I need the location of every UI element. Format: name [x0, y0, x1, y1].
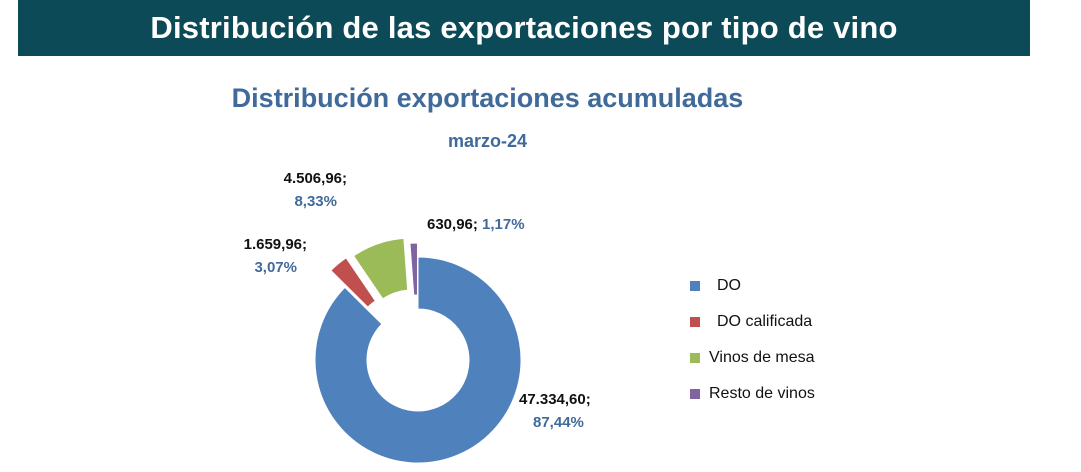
- header-banner: Distribución de las exportaciones por ti…: [18, 0, 1030, 56]
- percent-label: 1,17%: [482, 216, 525, 233]
- slice-do-calificada: [330, 257, 377, 308]
- slice-do: [314, 256, 522, 464]
- page-title: Distribución de las exportaciones por ti…: [150, 10, 898, 45]
- legend-swatch: [690, 281, 700, 291]
- legend-label: Vinos de mesa: [709, 349, 815, 366]
- value-label-0: 47.334,60;: [519, 391, 591, 408]
- legend-label: Resto de vinos: [709, 385, 815, 402]
- legend-item-resto-de-vinos: Resto de vinos: [690, 376, 815, 412]
- legend-label: DO: [717, 277, 741, 294]
- legend-swatch: [690, 389, 700, 399]
- percent-label-2: 8,33%: [294, 193, 337, 210]
- value-label: 630,96;: [427, 216, 482, 233]
- chart-subtitle: marzo-24: [447, 131, 528, 151]
- legend-label: DO calificada: [717, 313, 813, 330]
- legend-swatch: [690, 353, 700, 363]
- slice-vinos-de-mesa: [352, 237, 409, 300]
- value-label-1: 1.659,96;: [244, 236, 307, 253]
- chart-legend: DO DO calificada Vinos de mesa Resto de vin…: [690, 268, 815, 412]
- legend-item-do: DO: [690, 268, 815, 304]
- percent-label-1: 3,07%: [254, 259, 297, 276]
- value-label-2: 4.506,96;: [284, 170, 347, 187]
- chart-title: Distribución exportaciones acumuladas: [231, 83, 744, 113]
- legend-swatch: [690, 317, 700, 327]
- data-label-3: 630,96; 1,17%: [427, 216, 525, 233]
- legend-item-do-calificada: DO calificada: [690, 304, 815, 340]
- legend-item-vinos-de-mesa: Vinos de mesa: [690, 340, 815, 376]
- percent-label-0: 87,44%: [533, 414, 584, 431]
- slice-resto-de-vinos: [409, 242, 418, 296]
